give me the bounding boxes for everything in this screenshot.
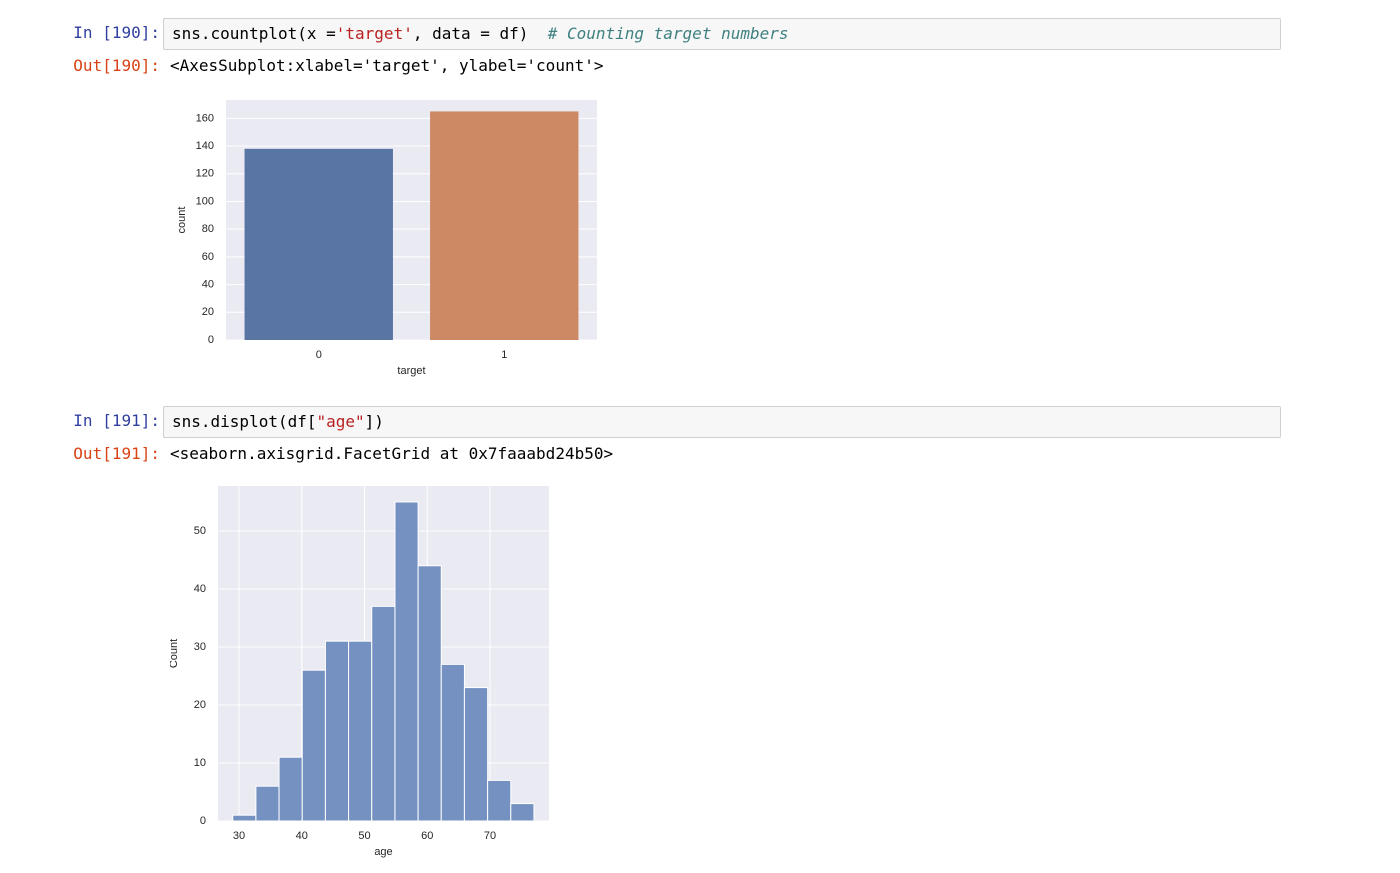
y-tick-label: 160: [196, 112, 214, 124]
y-tick-label: 20: [194, 699, 206, 711]
in-prompt: In [191]:: [73, 411, 160, 430]
x-tick-label: 0: [316, 349, 322, 361]
x-axis-label: age: [374, 846, 392, 858]
code-comment: # Counting target numbers: [547, 24, 789, 43]
histogram-bar: [371, 605, 396, 822]
y-tick-label: 120: [196, 168, 214, 180]
chart: 0 20 40 60 80 100 120 140 160 0 1 target count: [176, 100, 597, 377]
x-tick-label: 40: [296, 830, 308, 842]
code: "age": [316, 412, 365, 431]
histogram-bar: [324, 640, 350, 822]
output-text: <AxesSubplot:xlabel='target', ylabel='co…: [170, 56, 604, 75]
code: , data = df): [412, 24, 548, 43]
histogram-bar: [487, 779, 512, 822]
code-cell[interactable]: sns.countplot(x ='target', data = df) # …: [163, 18, 1281, 50]
y-tick-label: 20: [202, 306, 214, 318]
histogram-bar: [394, 501, 419, 822]
y-tick-label: 30: [194, 641, 206, 653]
out-prompt: Out[190]:: [73, 56, 160, 75]
histogram-bar: [417, 565, 442, 822]
x-tick-label: 30: [233, 830, 245, 842]
histogram-bar: [232, 814, 257, 822]
histogram-bar: [510, 803, 535, 822]
y-tick-label: 60: [202, 251, 214, 263]
y-tick-label: 40: [194, 583, 206, 595]
code-cell[interactable]: sns.displot(df["age"]): [163, 406, 1281, 438]
out-prompt: Out[191]:: [73, 444, 160, 463]
bar: [244, 148, 393, 340]
code: sns.countplot(x =: [172, 24, 336, 43]
code: sns.displot(df[: [172, 412, 317, 431]
y-tick-label: 0: [208, 334, 214, 346]
bar: [430, 111, 579, 340]
y-axis-label: count: [176, 207, 188, 234]
histogram-bar: [440, 663, 465, 822]
x-axis-label: target: [397, 365, 425, 377]
y-tick-label: 10: [194, 757, 206, 769]
histogram-bar: [278, 756, 303, 822]
x-tick-label: 70: [484, 830, 496, 842]
y-tick-label: 0: [200, 815, 206, 827]
y-tick-label: 80: [202, 223, 214, 235]
x-tick-label: 50: [358, 830, 370, 842]
chart: 0 10 20 30 40 50 30 40 50 60 70 age Count: [170, 486, 549, 858]
y-tick-label: 100: [196, 195, 214, 207]
code: ]): [364, 412, 384, 431]
in-prompt: In [190]:: [73, 23, 160, 42]
code: 'target': [335, 24, 413, 43]
x-tick-label: 60: [421, 830, 433, 842]
histogram-bar: [301, 669, 326, 822]
y-tick-label: 50: [194, 525, 206, 537]
y-tick-label: 140: [196, 140, 214, 152]
histogram-bar: [348, 640, 373, 822]
y-axis-label: Count: [170, 639, 180, 668]
output-text: <seaborn.axisgrid.FacetGrid at 0x7faaabd…: [170, 444, 614, 463]
histogram-bar: [463, 687, 489, 822]
x-tick-label: 1: [501, 349, 507, 361]
y-tick-label: 40: [202, 278, 214, 290]
histogram-bar: [255, 785, 280, 822]
